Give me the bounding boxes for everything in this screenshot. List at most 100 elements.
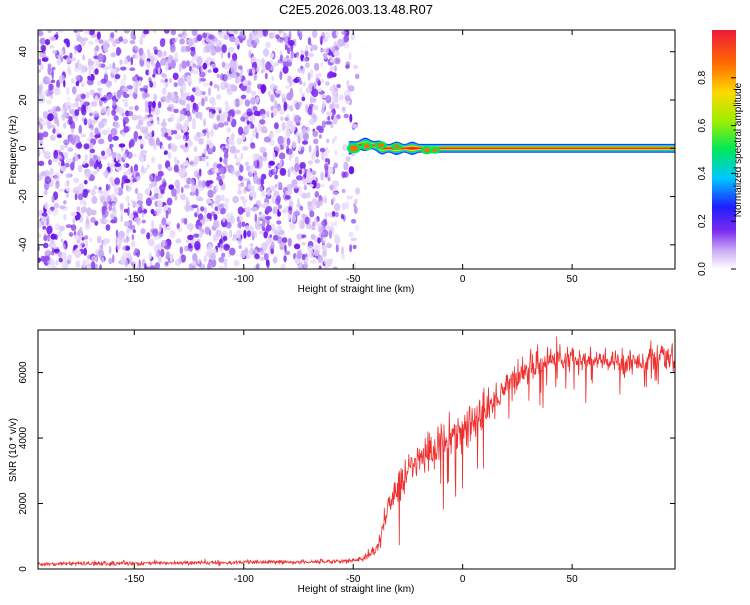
spectrogram-speckle [114,163,121,167]
spectrogram-speckle [325,95,332,104]
spectrogram-speckle [97,189,104,194]
spectrogram-speckle [97,138,105,145]
spectrogram-speckle [301,192,308,199]
spectrogram-speckle [170,142,175,149]
spectrogram-speckle [98,186,102,191]
spectrogram-speckle [80,206,88,213]
spectrogram-speckle [289,124,296,133]
spectrogram-speckle [75,260,81,268]
spectrogram-speckle [352,244,357,250]
spectrogram-speckle [73,177,80,184]
spectrogram-speckle [68,68,72,76]
spectrogram-speckle [60,238,64,243]
spectrogram-speckle [331,191,339,196]
spectrogram-speckle [76,93,80,100]
spectrogram-speckle [203,255,208,263]
spectrogram-speckle [321,106,325,114]
spectrogram-speckle [207,169,213,176]
spectrogram-speckle [51,70,54,80]
spectrogram-speckle [116,89,122,99]
spectrogram-speckle [240,252,246,259]
spectrogram-speckle [290,43,294,53]
spectrogram-speckle [170,59,176,69]
spectrogram-speckle [126,227,131,234]
spectrogram-speckle [220,207,226,215]
snr-y-tick-label: 4000 [18,426,29,449]
spectrogram-speckle [203,206,207,215]
spectrogram-speckle [316,72,322,78]
spectrogram-speckle [46,99,52,105]
spectrogram-speckle [176,117,180,125]
spectrogram-speckle [279,167,287,176]
spectrogram-speckle [70,162,75,171]
spectrogram-speckle [174,179,181,189]
spectrogram-speckle [254,126,258,134]
spectrogram-speckle [173,164,179,173]
spectrogram-speckle [193,53,198,61]
spectrogram-speckle [68,134,73,143]
spectrogram-speckle [282,61,287,67]
spectrogram-speckle [283,101,288,111]
spectrogram-speckle [98,39,104,44]
spectrogram-speckle [174,134,182,140]
spectrogram-speckle [94,220,99,226]
spectrogram-speckle [83,235,89,240]
spectrogram-speckle [221,252,226,258]
spectrogram-speckle [305,62,310,68]
spectrogram-speckle [324,158,329,163]
spectrogram-speckle [193,146,198,153]
spectrogram-speckle [169,38,173,46]
spectrogram-speckle [165,78,168,83]
spectrogram-speckle [259,146,267,154]
spectrogram-speckle [88,124,94,129]
spectrogram-speckle [309,210,315,218]
spectrogram-speckle [229,229,233,239]
spectrogram-speckle [63,200,67,205]
spectrogram-speckle [239,164,244,173]
spectrogram-speckle [260,69,265,74]
spectrogram-speckle [38,87,42,96]
spectrogram-speckle [114,30,118,33]
spectrogram-speckle [207,180,214,185]
spectrogram-speckle [229,247,236,256]
spectrogram-speckle [105,238,110,244]
spectrogram-speckle [115,229,119,237]
spectrogram-speckle [284,85,291,89]
spectrogram-speckle [141,211,145,218]
spectrogram-speckle [279,71,283,81]
spectrogram-speckle [326,243,333,249]
spectrogram-speckle [232,52,238,62]
spectrogram-speckle [140,126,147,134]
spectrogram-speckle [189,223,193,233]
spectrogram-speckle [284,35,289,44]
spectrogram-speckle [258,123,262,132]
spectrogram-speckle [346,195,353,200]
spectrogram-speckle [316,125,323,131]
spectrogram-speckle [329,229,332,239]
spectrogram-speckle [251,115,255,123]
spectrogram-speckle [333,41,338,47]
spectrogram-speckle [137,206,143,214]
spectrogram-speckle [108,63,113,70]
spectrogram-speckle [311,44,318,51]
spectrogram-speckle [72,103,78,108]
spectrogram-speckle [157,163,162,171]
spectrogram-speckle [186,60,190,67]
spectrogram-speckle [250,97,256,105]
spectrogram-speckle [79,36,83,44]
spectrogram-speckle [278,163,282,170]
spectrogram-speckle [270,241,275,250]
spectrogram-speckle [145,69,150,76]
spectrogram-speckle [237,222,242,229]
spectrogram-speckle [52,50,57,54]
spectrogram-speckle [324,168,329,175]
spectrogram-speckle [287,57,293,63]
spectrogram-speckle [77,106,82,112]
spectrogram-speckle [287,47,291,54]
spectrogram-speckle [94,127,99,136]
spectrogram-speckle [47,113,54,122]
spectrogram-speckle [325,111,333,117]
spectrogram-speckle [63,139,70,146]
spectrogram-speckle [173,156,178,164]
spectrogram-speckle [203,148,207,156]
